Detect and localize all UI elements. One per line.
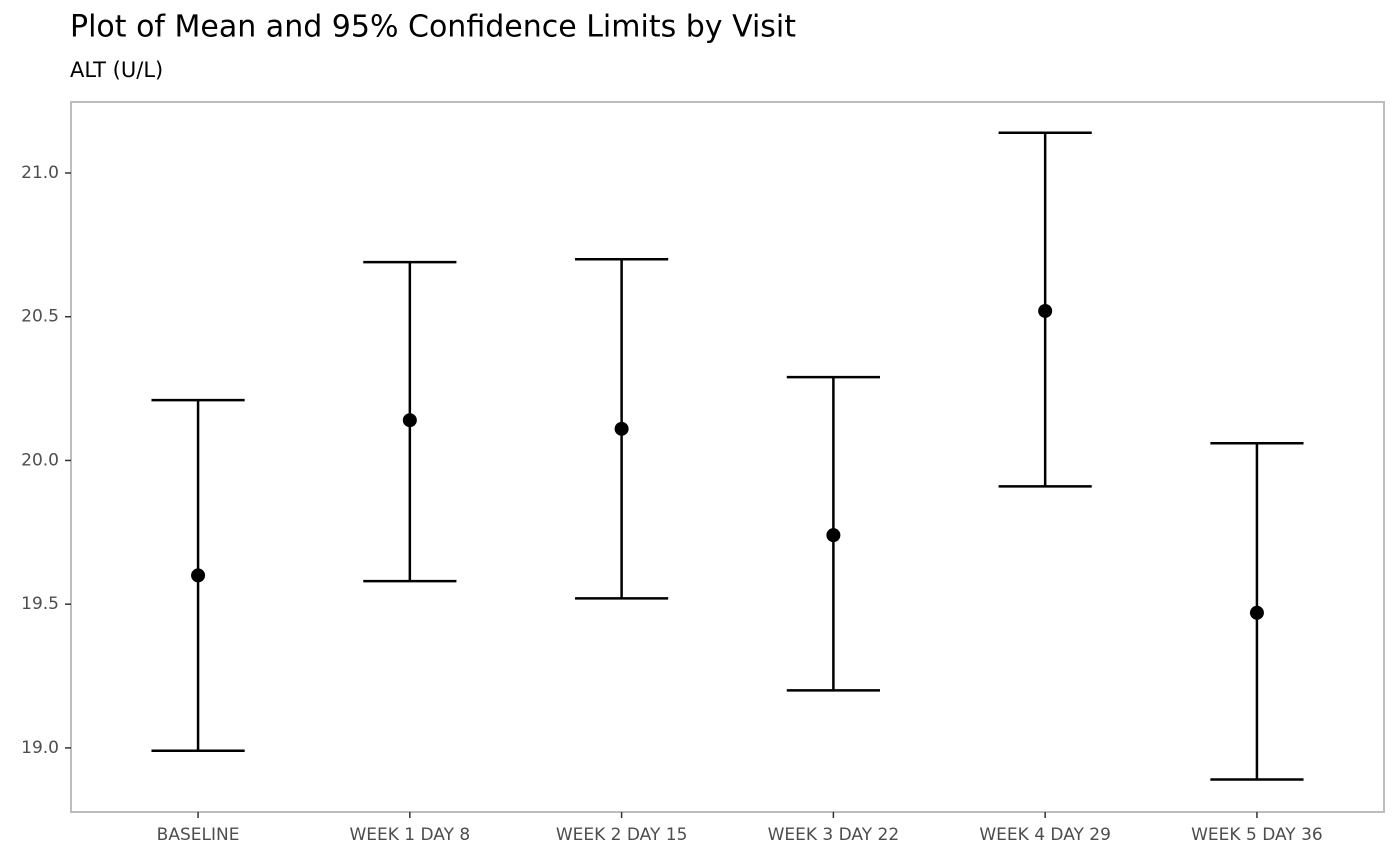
x-tick-label: WEEK 5 DAY 36 bbox=[1191, 825, 1323, 845]
y-tick-label: 20.5 bbox=[21, 307, 59, 327]
chart-subtitle: ALT (U/L) bbox=[70, 58, 163, 82]
y-tick-label: 19.5 bbox=[21, 594, 59, 614]
x-tick-label: WEEK 2 DAY 15 bbox=[556, 825, 688, 845]
mean-point bbox=[191, 568, 206, 583]
chart-title: Plot of Mean and 95% Confidence Limits b… bbox=[70, 10, 796, 45]
plot-panel bbox=[70, 101, 1385, 813]
y-tick-label: 19.0 bbox=[21, 738, 59, 758]
y-tick-label: 20.0 bbox=[21, 450, 59, 470]
mean-point bbox=[826, 528, 841, 543]
x-tick-label: BASELINE bbox=[157, 825, 240, 845]
mean-point bbox=[1038, 303, 1053, 318]
y-tick-label: 21.0 bbox=[21, 163, 59, 183]
mean-point bbox=[614, 421, 629, 436]
mean-point bbox=[1249, 605, 1264, 620]
x-tick-label: WEEK 1 DAY 8 bbox=[349, 825, 470, 845]
x-tick-label: WEEK 4 DAY 29 bbox=[979, 825, 1111, 845]
mean-point bbox=[402, 413, 417, 428]
x-tick-label: WEEK 3 DAY 22 bbox=[768, 825, 900, 845]
